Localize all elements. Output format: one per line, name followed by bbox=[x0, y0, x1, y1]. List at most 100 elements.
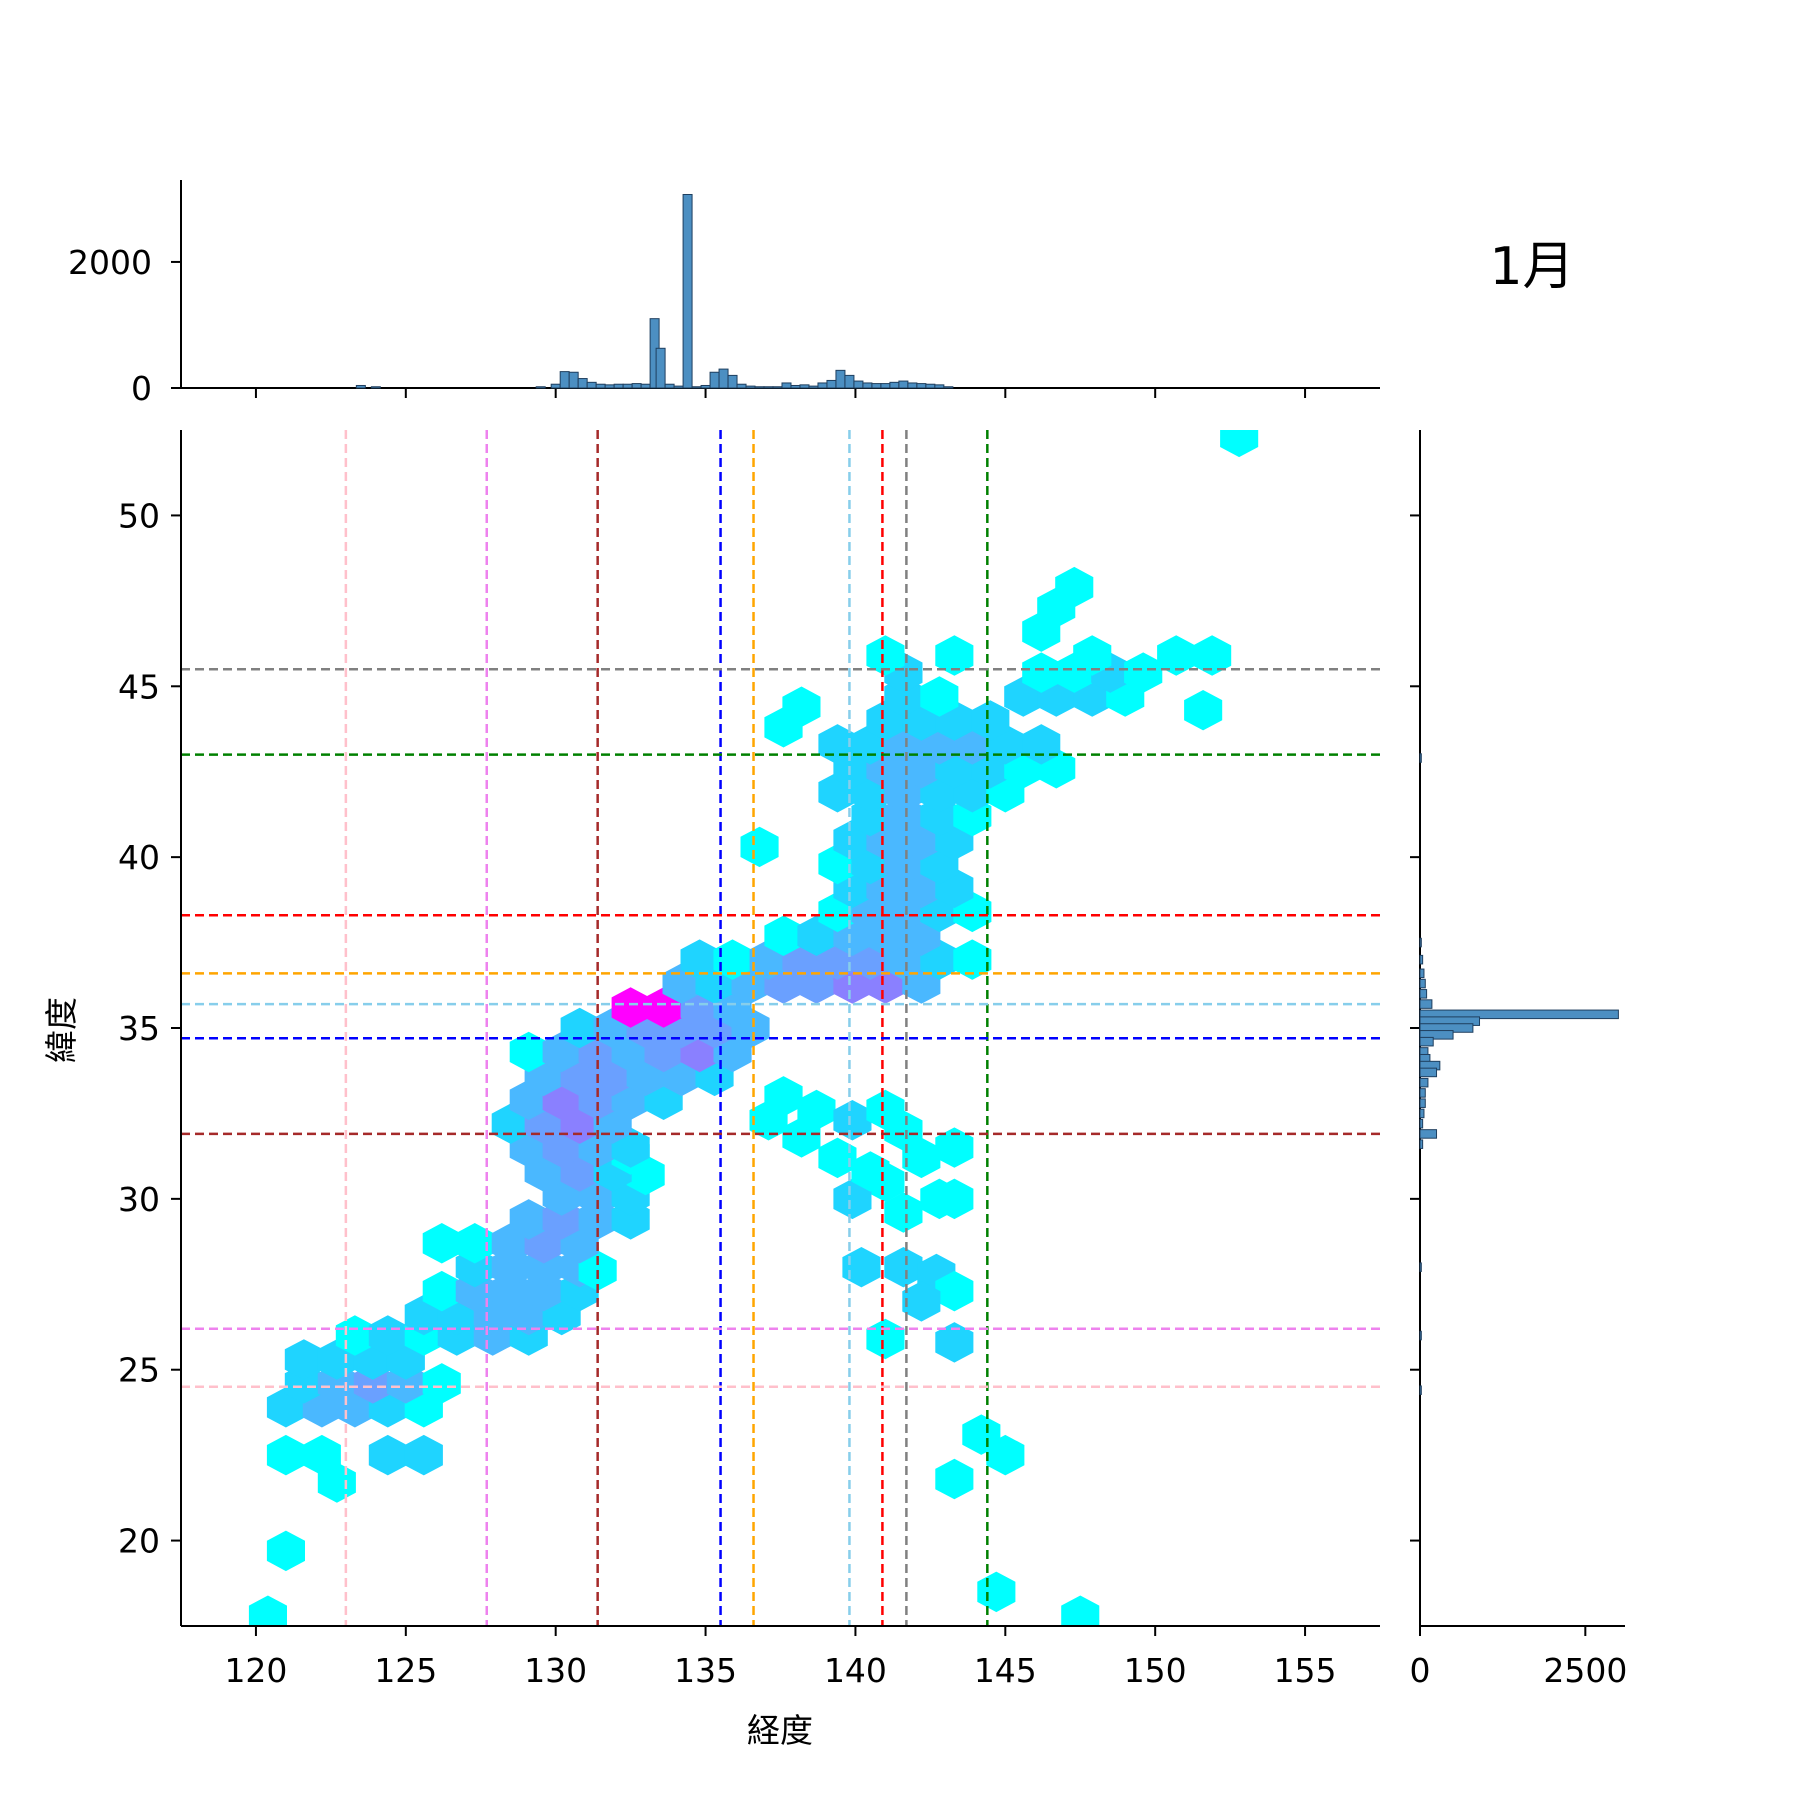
y-tick-label: 35 bbox=[118, 1009, 160, 1048]
hexbin-cell bbox=[935, 1178, 974, 1220]
right-hist-bar bbox=[1419, 954, 1424, 965]
top-hist-bar bbox=[718, 368, 729, 389]
top-hist-bar bbox=[622, 383, 633, 389]
x-tick-label: 140 bbox=[824, 1651, 887, 1690]
hexbin-cell bbox=[1124, 652, 1163, 693]
x-tick-label: 145 bbox=[974, 1651, 1037, 1690]
hexbin-cell bbox=[935, 1322, 974, 1363]
hexbin-cell bbox=[284, 1339, 323, 1380]
hexbin-cell bbox=[611, 987, 650, 1028]
top-hist-bar bbox=[640, 383, 651, 389]
top-hist-bar bbox=[568, 371, 579, 389]
hexbin-cell bbox=[749, 1100, 788, 1141]
right-hist-bar bbox=[1419, 1009, 1619, 1020]
hexbin-cell bbox=[935, 635, 974, 676]
top-hist-bar bbox=[691, 386, 702, 389]
hexbin-cell bbox=[1055, 566, 1094, 608]
hexbin-cell bbox=[971, 700, 1010, 741]
hexbin-cell bbox=[764, 915, 803, 956]
hexbin-cell bbox=[368, 1315, 407, 1356]
right-hist-bar bbox=[1419, 1036, 1434, 1047]
hexbin-cell bbox=[935, 1458, 974, 1500]
reference-lines bbox=[181, 430, 1380, 1626]
right-hist-x-tick-label: 2500 bbox=[1543, 1651, 1627, 1690]
hexbin-cell bbox=[818, 1137, 857, 1179]
hexbin-cell bbox=[935, 1127, 974, 1168]
right-hist-bar bbox=[1419, 1330, 1422, 1341]
hexbin-cell bbox=[680, 939, 719, 980]
hexbin-cell bbox=[884, 1110, 923, 1151]
hexbin-cell bbox=[1157, 635, 1196, 676]
top-histogram: 0 2000 bbox=[68, 193, 954, 408]
hexbin-cell bbox=[782, 1117, 821, 1158]
right-hist-bar bbox=[1419, 978, 1426, 989]
hexbin-cell bbox=[977, 1571, 1016, 1613]
hexbin-cell bbox=[740, 826, 779, 868]
tick-layer: 120 125 130 135 140 145 150 155 20 25 30 35 40 45 50 bbox=[118, 388, 1420, 1690]
hexbin-cell bbox=[455, 1223, 494, 1264]
top-hist-bar bbox=[871, 383, 882, 389]
right-hist-bar bbox=[1419, 1098, 1426, 1108]
hexbin-cell bbox=[842, 1247, 881, 1288]
hexbin-cell bbox=[935, 1270, 974, 1312]
top-hist-bar bbox=[772, 386, 783, 389]
y-tick-label: 40 bbox=[118, 838, 160, 877]
hexbin-cell bbox=[986, 1434, 1025, 1476]
hexbin-cell bbox=[266, 1530, 305, 1572]
top-hist-bar bbox=[898, 380, 909, 389]
top-hist-bar bbox=[655, 347, 666, 389]
top-hist-bar bbox=[862, 382, 873, 389]
top-hist-bar bbox=[550, 383, 561, 389]
top-hist-bar bbox=[853, 380, 864, 389]
hexbin-cell bbox=[422, 1270, 461, 1312]
right-hist-bar bbox=[1419, 1030, 1454, 1040]
hexbin-cell bbox=[851, 1151, 890, 1192]
top-hist-bar bbox=[880, 383, 891, 389]
hexbin-cell bbox=[833, 1100, 872, 1141]
hexbin-cell bbox=[509, 1031, 548, 1073]
x-tick-label: 135 bbox=[674, 1651, 737, 1690]
top-hist-y-tick-label: 2000 bbox=[68, 243, 152, 282]
hexbin-cell bbox=[782, 686, 821, 727]
hexbin-cell bbox=[422, 1223, 461, 1264]
top-hist-bar bbox=[844, 374, 855, 389]
top-hist-bar bbox=[763, 386, 774, 389]
hexbin-cell bbox=[422, 1363, 461, 1404]
top-hist-bar bbox=[664, 383, 675, 389]
hexbin-cell bbox=[713, 939, 752, 980]
x-tick-label: 155 bbox=[1274, 1651, 1337, 1690]
top-hist-bar bbox=[700, 384, 711, 389]
top-hist-bar bbox=[727, 374, 738, 389]
hexbin-cell bbox=[1022, 652, 1061, 693]
top-hist-bar bbox=[604, 384, 615, 389]
right-hist-bar bbox=[1419, 1108, 1425, 1119]
top-hist-bar bbox=[808, 385, 819, 389]
right-hist-x-tick-label: 0 bbox=[1410, 1651, 1431, 1690]
top-hist-bar bbox=[943, 386, 954, 389]
x-tick-label: 120 bbox=[224, 1651, 287, 1690]
x-tick-label: 130 bbox=[524, 1651, 587, 1690]
top-hist-bar bbox=[754, 386, 765, 389]
hexbin-cell bbox=[920, 676, 959, 717]
top-hist-bar bbox=[916, 383, 927, 389]
hexbin-cell bbox=[509, 1199, 548, 1240]
y-axis-label: 緯度 bbox=[42, 997, 81, 1063]
hexbin-cell bbox=[884, 1247, 923, 1288]
hexbin-cell bbox=[1061, 1595, 1100, 1626]
hexbin-cell bbox=[884, 1192, 923, 1233]
y-tick-label: 25 bbox=[118, 1351, 160, 1390]
top-hist-bar bbox=[535, 386, 546, 389]
top-hist-bar bbox=[826, 379, 837, 389]
right-hist-bar bbox=[1419, 753, 1422, 763]
hexbin-cell bbox=[368, 1434, 407, 1476]
top-hist-y-tick-label: 0 bbox=[131, 369, 152, 408]
month-label: 1月 bbox=[1489, 237, 1574, 297]
y-tick-label: 30 bbox=[118, 1180, 160, 1219]
y-tick-label: 20 bbox=[118, 1522, 160, 1561]
hexbin-cell bbox=[953, 939, 992, 980]
top-hist-bar bbox=[682, 193, 693, 389]
hexbin-cell bbox=[404, 1434, 443, 1476]
right-hist-bar bbox=[1419, 1077, 1429, 1088]
right-hist-bar bbox=[1419, 1129, 1438, 1139]
